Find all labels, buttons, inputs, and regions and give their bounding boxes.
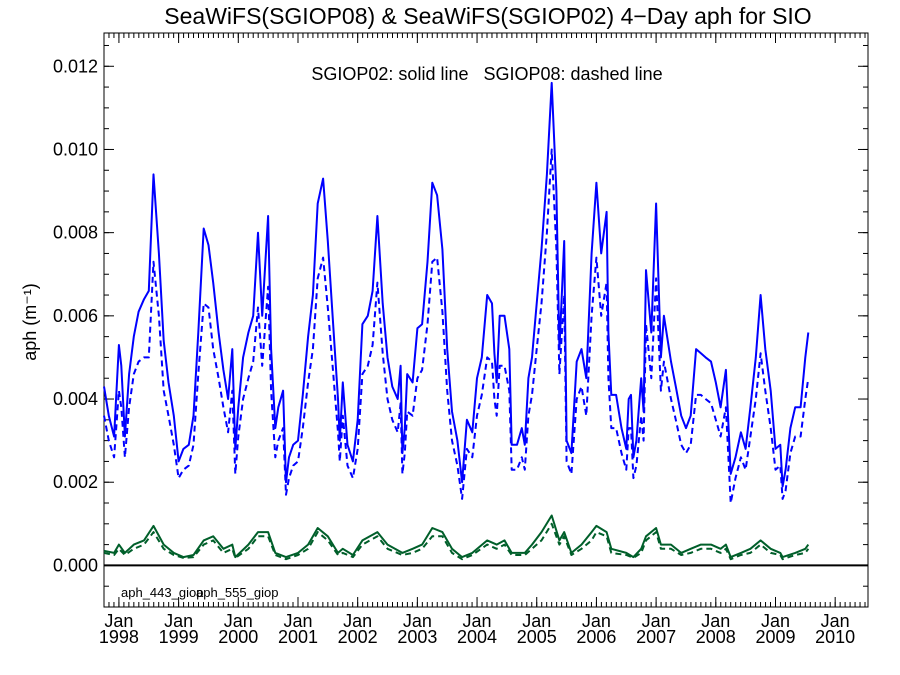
x-tick-year-label: 2007 [636, 627, 676, 647]
y-tick-label: 0.008 [53, 223, 98, 243]
series-line-0 [103, 81, 810, 488]
plot-frame [103, 32, 869, 608]
series-line-2 [103, 514, 810, 559]
x-tick-year-label: 2004 [457, 627, 497, 647]
x-tick-month-label: Jan [463, 611, 492, 631]
x-tick-year-label: 1999 [159, 627, 199, 647]
x-tick-month-label: Jan [283, 611, 312, 631]
x-tick-year-label: 2006 [576, 627, 616, 647]
y-tick-label: 0.000 [53, 555, 98, 575]
x-tick-year-label: 2009 [755, 627, 795, 647]
x-tick-year-label: 2005 [517, 627, 557, 647]
x-tick-year-label: 2000 [218, 627, 258, 647]
x-tick-month-label: Jan [164, 611, 193, 631]
x-tick-month-label: Jan [701, 611, 730, 631]
x-tick-month-label: Jan [224, 611, 253, 631]
x-tick-month-label: Jan [104, 611, 133, 631]
series-line-1 [103, 148, 810, 504]
y-tick-label: 0.006 [53, 306, 98, 326]
y-tick-label: 0.010 [53, 139, 98, 159]
x-tick-year-label: 1998 [99, 627, 139, 647]
legend-label-aph-555: aph_555_giop [196, 585, 278, 600]
legend-label-aph-443: aph_443_giop [121, 585, 203, 600]
x-tick-year-label: 2003 [397, 627, 437, 647]
y-tick-label: 0.004 [53, 389, 98, 409]
x-tick-month-label: Jan [582, 611, 611, 631]
x-tick-year-label: 2001 [278, 627, 318, 647]
x-tick-year-label: 2008 [696, 627, 736, 647]
x-tick-month-label: Jan [821, 611, 850, 631]
y-tick-label: 0.012 [53, 56, 98, 76]
x-tick-month-label: Jan [403, 611, 432, 631]
y-axis-label: aph (m⁻¹) [20, 283, 40, 361]
plot-area: 0.0000.0020.0040.0060.0080.0100.012Jan19… [53, 32, 869, 647]
x-tick-month-label: Jan [343, 611, 372, 631]
series-line-3 [103, 522, 810, 561]
y-tick-label: 0.002 [53, 472, 98, 492]
x-tick-month-label: Jan [642, 611, 671, 631]
x-tick-year-label: 2002 [338, 627, 378, 647]
x-tick-month-label: Jan [761, 611, 790, 631]
x-tick-year-label: 2010 [815, 627, 855, 647]
x-tick-month-label: Jan [522, 611, 551, 631]
line-style-annotation: SGIOP02: solid line SGIOP08: dashed line [311, 64, 662, 84]
chart-title: SeaWiFS(SGIOP08) & SeaWiFS(SGIOP02) 4−Da… [164, 3, 811, 29]
